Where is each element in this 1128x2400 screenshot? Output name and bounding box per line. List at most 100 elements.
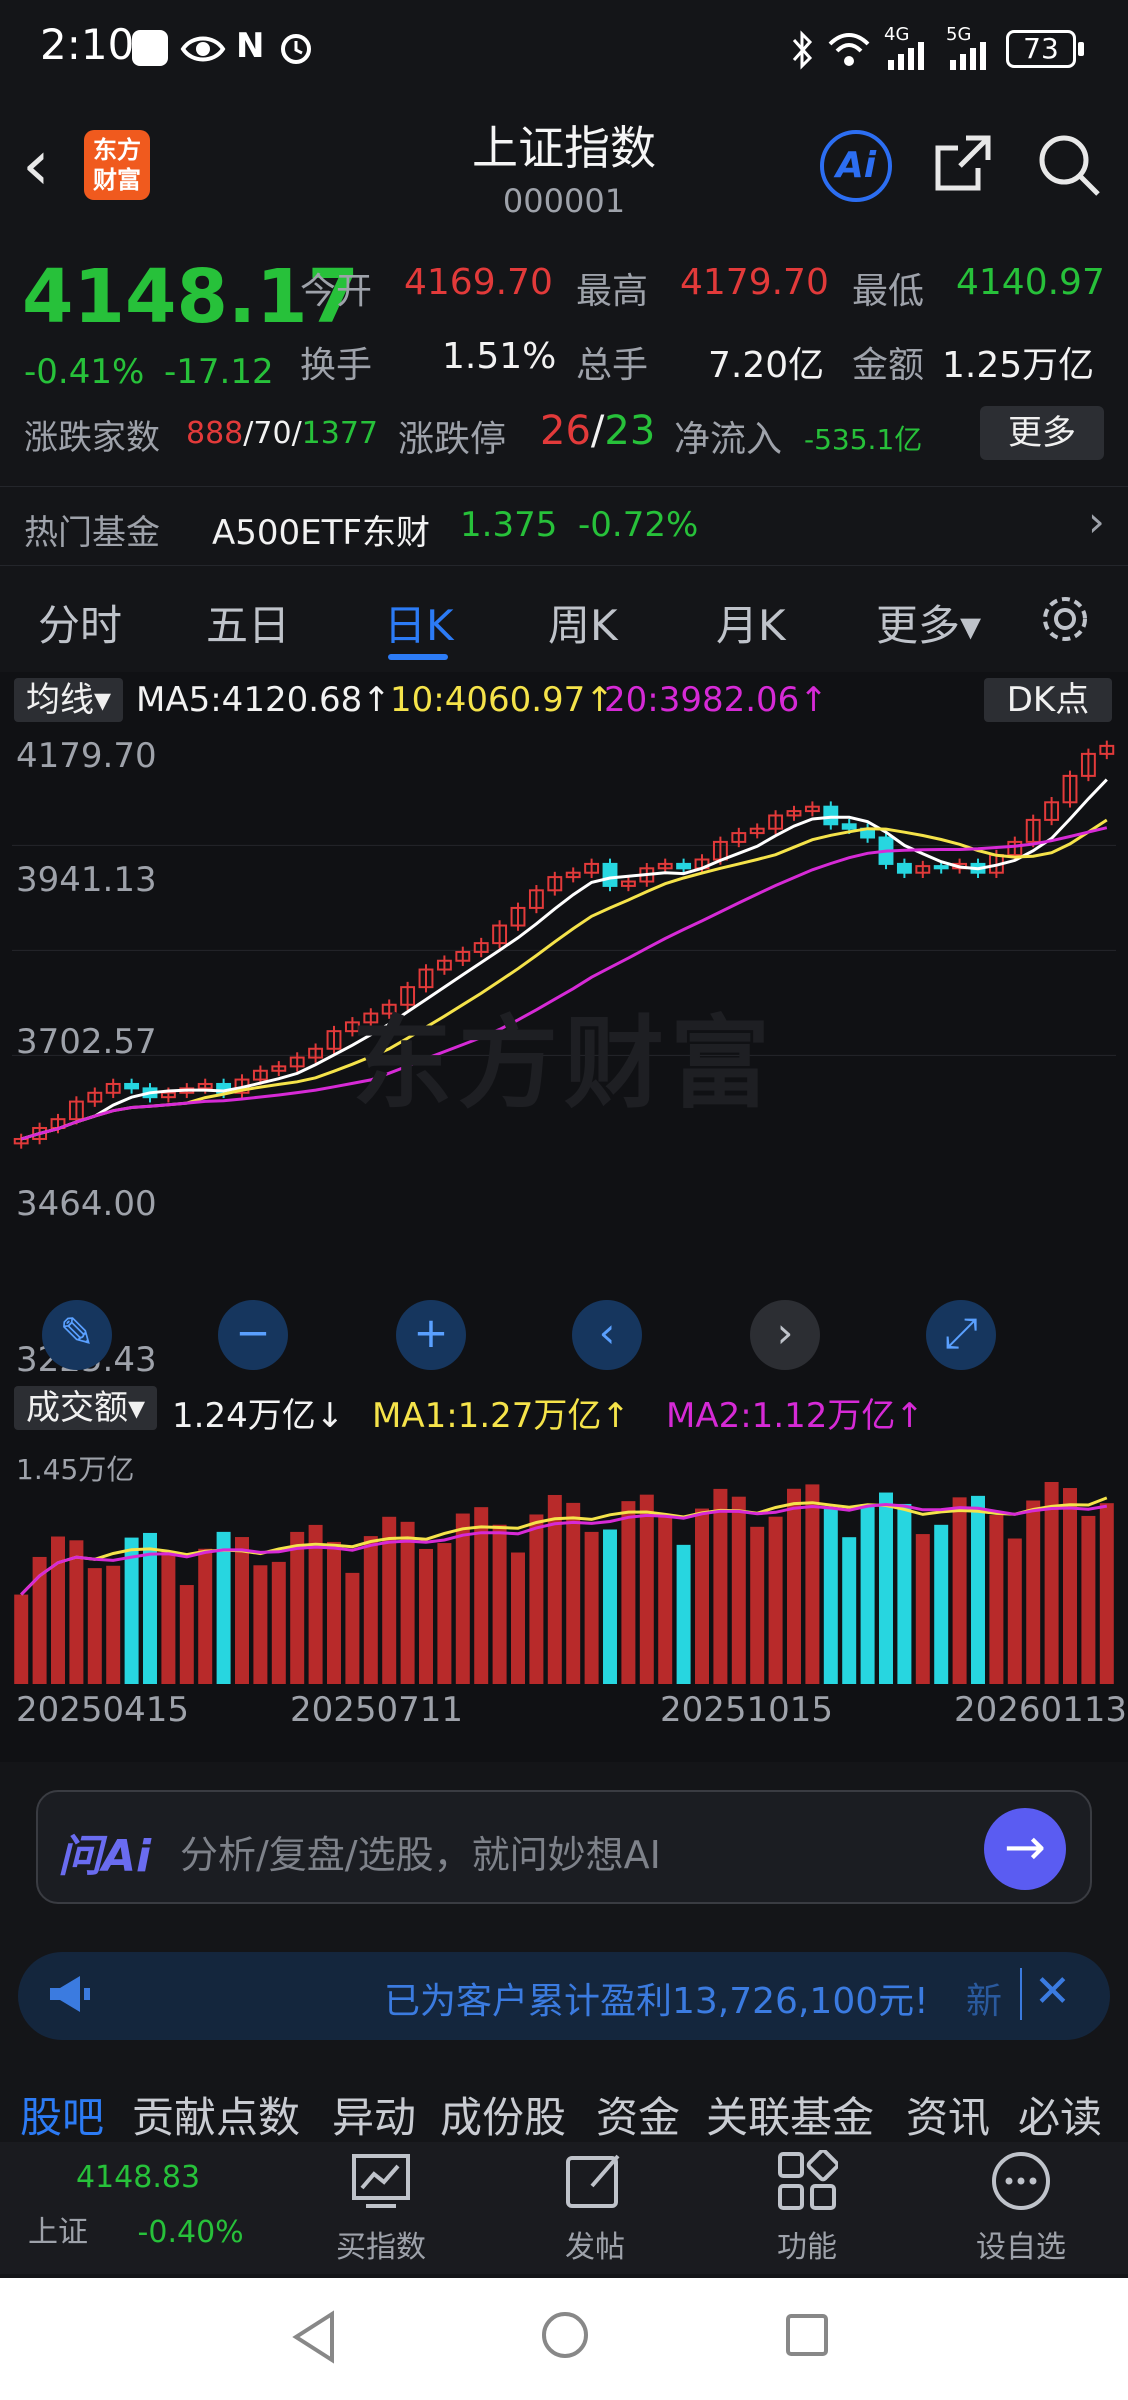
close-icon[interactable]: ✕ [1034,1966,1071,2017]
volume-bar [842,1537,857,1684]
candle-body [381,1003,397,1015]
amount-value: 1.25万亿 [942,345,1095,386]
back-triangle-icon[interactable] [290,2310,338,2364]
logo-line-2: 财富 [93,166,141,194]
volume-bar [308,1524,323,1684]
index-ticker[interactable]: 4148.83 上证 -0.40% [28,2160,248,2251]
subtab-capital[interactable]: 资金 [596,2093,681,2142]
status-time: 2:10 [40,20,135,69]
candle-body [32,1126,48,1140]
subtab-constituents[interactable]: 成份股 [440,2093,567,2142]
hot-fund-name: A500ETF东财 [212,513,430,553]
tab-intraday[interactable]: 分时 [38,601,123,650]
recents-square-icon[interactable] [784,2312,830,2358]
volume-bar [198,1548,213,1684]
volume-bar [823,1509,838,1684]
gear-icon[interactable] [1036,590,1094,648]
volume-bar [363,1536,378,1684]
volume-bar [897,1503,912,1684]
volume-bar [603,1529,617,1684]
y-tick-1: 4179.70 [16,736,157,776]
scroll-right-button[interactable]: › [750,1300,820,1370]
nav-buy-index-label: 买指数 [336,2230,426,2265]
nav-functions[interactable]: 功能 [732,2148,882,2266]
low-label: 最低 [852,271,925,312]
logo-line-1: 东方 [93,136,141,164]
candle-body [492,924,508,945]
index-ticker-name: 上证 [28,2215,88,2250]
subtab-must-read[interactable]: 必读 [1018,2093,1103,2142]
volume-bar [805,1484,820,1684]
tab-weekly-k[interactable]: 周K [548,601,618,650]
subtab-contribution[interactable]: 贡献点数 [132,2093,301,2142]
volume-bar [860,1504,875,1684]
subtab-guba[interactable]: 股吧 [20,2093,105,2142]
hot-fund-price: 1.375 [460,505,558,545]
volume-bar [915,1534,930,1684]
candle-body [363,1012,379,1024]
alarm-icon [281,34,311,64]
tab-more[interactable]: 更多▾ [876,601,982,650]
hot-fund-bar[interactable]: 热门基金 A500ETF东财 1.375 -0.72% › [0,486,1128,566]
breadth-down: 1377 [301,416,379,451]
ma20-line [20,826,1108,1141]
draw-tool-button[interactable]: ✎ [42,1300,112,1370]
status-bar: 2:10 N 4G 5G 73 [0,0,1128,100]
volume-bar [971,1495,985,1684]
volume-bar [161,1551,176,1684]
subtab-movement[interactable]: 异动 [332,2093,417,2142]
candle-body [1044,801,1060,821]
volume-bar [327,1541,341,1684]
share-icon[interactable] [932,132,994,194]
nav-post[interactable]: 发帖 [520,2150,670,2266]
tab-monthly-k[interactable]: 月K [716,601,786,650]
high-label: 最高 [576,271,649,312]
ask-ai-input[interactable]: 分析/复盘/选股，就问妙想AI [180,1833,661,1877]
search-icon[interactable] [1036,132,1102,198]
back-arrow-icon[interactable]: ‹ [22,124,50,206]
hot-fund-label: 热门基金 [24,513,160,553]
subtab-related-funds[interactable]: 关联基金 [706,2093,875,2142]
dk-point-button[interactable]: DK点 [984,678,1112,722]
volume-bar [989,1515,1004,1684]
signal-4g-icon [888,42,924,70]
tab-five-day[interactable]: 五日 [206,601,291,650]
ask-ai-send-button[interactable]: → [984,1808,1066,1890]
candle-body [326,1030,342,1050]
app-logo: 东方 财富 [84,130,150,200]
announcement-text: 已为客户累计盈利13,726,100元! [384,1981,929,2022]
limit-down: 23 [604,408,656,454]
chevron-right-icon: › [1088,497,1105,546]
scroll-left-button[interactable]: ‹ [572,1300,642,1370]
ai-assistant-button[interactable]: Ai [820,130,892,202]
home-circle-icon[interactable] [540,2310,590,2360]
y-tick-3: 3702.57 [16,1022,157,1062]
subtab-news[interactable]: 资讯 [906,2093,991,2142]
announcement-bar[interactable]: 已为客户累计盈利13,726,100元! 新 ✕ [18,1952,1110,2040]
breadth-values: 888/70/1377 [186,416,378,451]
volume-selector[interactable]: 成交额▾ [14,1386,158,1430]
candle-body [510,906,526,927]
volume-bar [1007,1538,1022,1684]
volume-bar [1099,1503,1114,1684]
volume-bar [382,1516,397,1684]
volume-bar [731,1496,746,1684]
ask-ai-bar[interactable]: 问Ai 分析/复盘/选股，就问妙想AI → [36,1790,1092,1904]
more-button[interactable]: 更多 [980,406,1104,460]
candle-body [160,1091,176,1099]
candle-body [547,876,563,892]
limit-sep: / [590,408,605,454]
zoom-out-button[interactable]: − [218,1300,288,1370]
breadth-sep-2: / [291,416,302,451]
candle-body [473,942,489,953]
nav-add-watchlist[interactable]: 设自选 [946,2150,1096,2266]
fullscreen-button[interactable]: ⤢ [926,1300,996,1370]
nav-buy-index[interactable]: 买指数 [306,2150,456,2266]
tab-daily-k[interactable]: 日K [384,601,454,650]
volume-chart[interactable] [12,1442,1116,1684]
volume-bar [87,1568,102,1684]
ma-selector[interactable]: 均线▾ [14,678,124,722]
price-chart[interactable] [12,732,1116,1152]
zoom-in-button[interactable]: + [396,1300,466,1370]
volume-bar [216,1531,231,1684]
